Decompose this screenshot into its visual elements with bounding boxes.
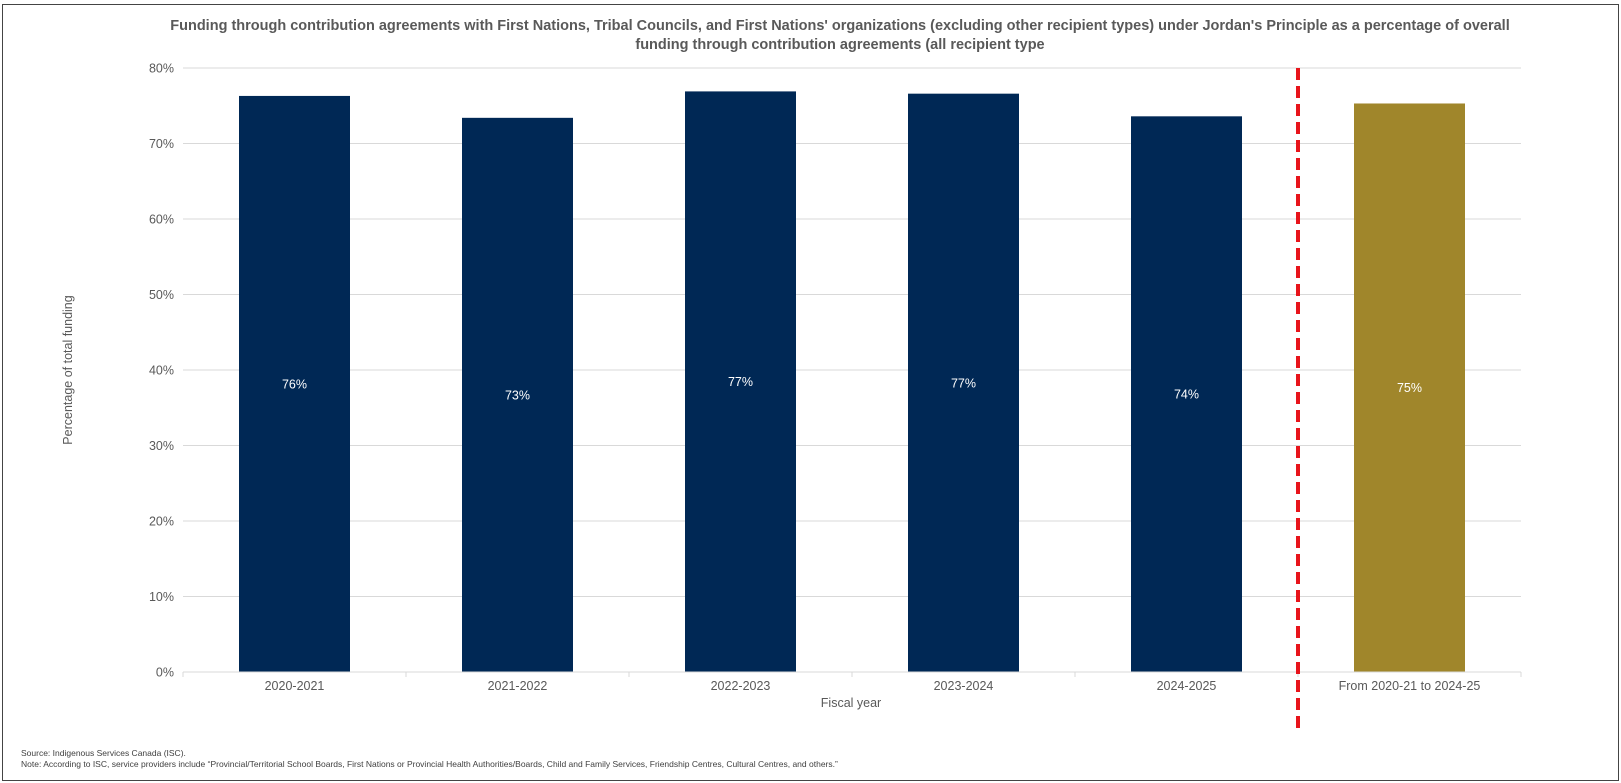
y-tick-label: 70% <box>149 137 174 151</box>
y-tick-label: 10% <box>149 590 174 604</box>
y-tick-label: 80% <box>149 62 174 76</box>
bar-2024-2025 <box>1131 116 1242 672</box>
bars <box>239 91 1465 673</box>
y-tick-label: 60% <box>149 213 174 227</box>
source-text: Source: Indigenous Services Canada (ISC)… <box>21 748 186 758</box>
y-tick-label: 20% <box>149 515 174 529</box>
bar-2020-2021 <box>239 95 350 672</box>
x-axis-label: Fiscal year <box>821 696 881 710</box>
data-label: 74% <box>1174 388 1199 402</box>
bar-2022-2023 <box>685 91 796 672</box>
data-label: 76% <box>282 377 307 391</box>
bar-2021-2022 <box>462 117 573 672</box>
y-tick-label: 50% <box>149 288 174 302</box>
bar-2023-2024 <box>908 93 1019 673</box>
data-label: 77% <box>728 375 753 389</box>
bar-from-2020-21-to-2024-25 <box>1354 103 1465 673</box>
data-label: 73% <box>505 388 530 402</box>
data-label: 75% <box>1397 381 1422 395</box>
gridlines <box>183 67 1521 597</box>
x-tick-label: From 2020-21 to 2024-25 <box>1339 679 1481 693</box>
data-labels: 76% 73% 77% 77% 74% 75% <box>282 375 1422 402</box>
x-tick-label: 2021-2022 <box>488 679 548 693</box>
y-tick-label: 30% <box>149 439 174 453</box>
source-note: Source: Indigenous Services Canada (ISC)… <box>21 748 838 770</box>
axes: 0% 10% 20% 30% 40% 50% 60% 70% 80% 2020-2021 2021-… <box>149 62 1522 733</box>
y-axis-label: Percentage of total funding <box>61 295 75 444</box>
y-tick-label: 0% <box>156 666 174 680</box>
x-tick-label: 2022-2023 <box>711 679 771 693</box>
y-tick-label: 40% <box>149 364 174 378</box>
x-tick-label: 2023-2024 <box>934 679 994 693</box>
note-text: Note: According to ISC, service provider… <box>21 759 838 769</box>
x-tick-label: 2020-2021 <box>265 679 325 693</box>
chart-title: Funding through contribution agreements … <box>170 18 1510 53</box>
x-tick-label: 2024-2025 <box>1157 679 1217 693</box>
data-label: 77% <box>951 376 976 390</box>
